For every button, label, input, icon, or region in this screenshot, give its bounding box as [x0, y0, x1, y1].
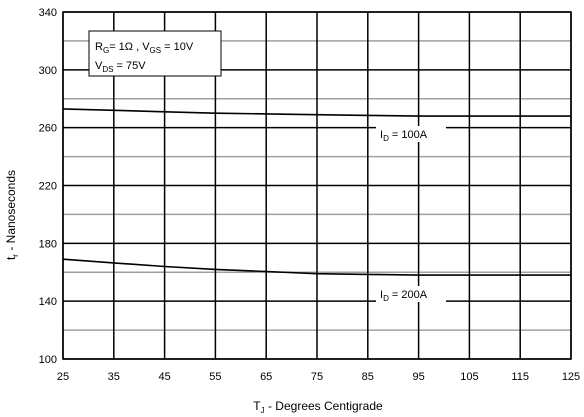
y-tick-labels: 100 140 180 220 260 300 340	[39, 7, 57, 366]
y-tick-label: 220	[39, 181, 57, 193]
y-tick-label: 140	[39, 296, 57, 308]
condition-line-1: RG= 1Ω , VGS = 10V	[95, 41, 194, 55]
y-tick-label: 180	[39, 238, 57, 250]
condition-line-2: VDS = 75V	[95, 60, 146, 74]
conditions-box: RG= 1Ω , VGS = 10V VDS = 75V	[88, 30, 222, 77]
x-tick-label: 125	[562, 371, 580, 383]
x-tick-label: 95	[412, 371, 424, 383]
series-line-1	[62, 258, 571, 276]
x-tick-label: 105	[460, 371, 478, 383]
x-tick-label: 55	[209, 371, 221, 383]
x-tick-label: 115	[511, 371, 529, 383]
x-tick-label: 65	[260, 371, 272, 383]
x-tick-label: 35	[108, 371, 120, 383]
series-layer	[62, 108, 571, 276]
series-label-100a: ID = 100A	[376, 126, 446, 143]
plot-frame	[62, 11, 572, 360]
y-tick-label: 100	[39, 354, 57, 366]
x-tick-label: 25	[57, 371, 69, 383]
x-tick-label: 45	[158, 371, 170, 383]
y-axis-title: tr - Nanoseconds	[4, 170, 20, 260]
series-line-0	[62, 108, 571, 117]
y-tick-label: 300	[39, 65, 57, 77]
series-label-200a: ID = 200A	[376, 286, 446, 303]
x-tick-label: 85	[362, 371, 374, 383]
x-tick-label: 75	[311, 371, 323, 383]
svg-text:ID = 200A: ID = 200A	[380, 289, 428, 303]
svg-text:ID = 100A: ID = 100A	[380, 129, 428, 143]
y-tick-label: 340	[39, 7, 57, 19]
x-tick-labels: 25 35 45 55 65 75 85 95 105 115 125	[57, 371, 580, 383]
x-axis-title: TJ - Degrees Centigrade	[253, 399, 383, 415]
y-tick-label: 260	[39, 123, 57, 135]
